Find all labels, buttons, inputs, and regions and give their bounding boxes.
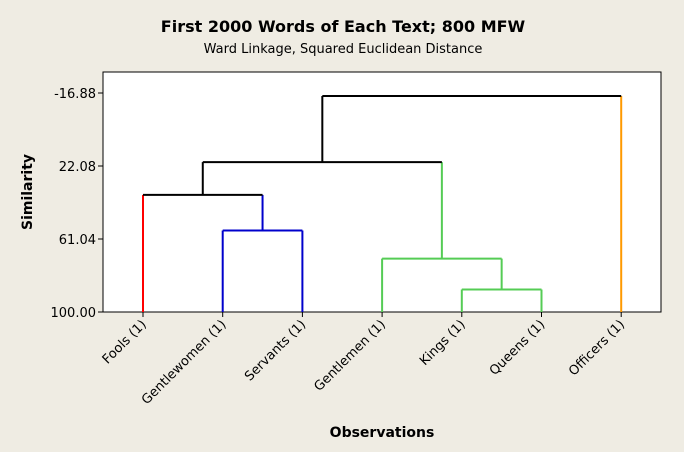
- y-tick-label: 22.08: [59, 160, 96, 175]
- y-tick-label: -16.88: [54, 87, 96, 102]
- chart-title: First 2000 Words of Each Text; 800 MFW: [161, 17, 526, 36]
- y-tick-label: 100.00: [51, 306, 97, 321]
- y-tick-label: 61.04: [59, 233, 96, 248]
- x-tick-label: Gentlewomen (1): [139, 317, 230, 408]
- x-tick-label: Servants (1): [242, 317, 309, 384]
- x-tick-label: Kings (1): [417, 317, 469, 369]
- y-axis-label: Similarity: [20, 154, 36, 230]
- x-axis-label: Observations: [330, 425, 435, 441]
- x-tick-label: Gentlemen (1): [312, 317, 389, 394]
- x-tick-label: Officers (1): [566, 317, 628, 379]
- chart-subtitle: Ward Linkage, Squared Euclidean Distance: [204, 42, 483, 57]
- x-tick-label: Queens (1): [487, 317, 549, 379]
- x-tick-label: Fools (1): [100, 317, 150, 367]
